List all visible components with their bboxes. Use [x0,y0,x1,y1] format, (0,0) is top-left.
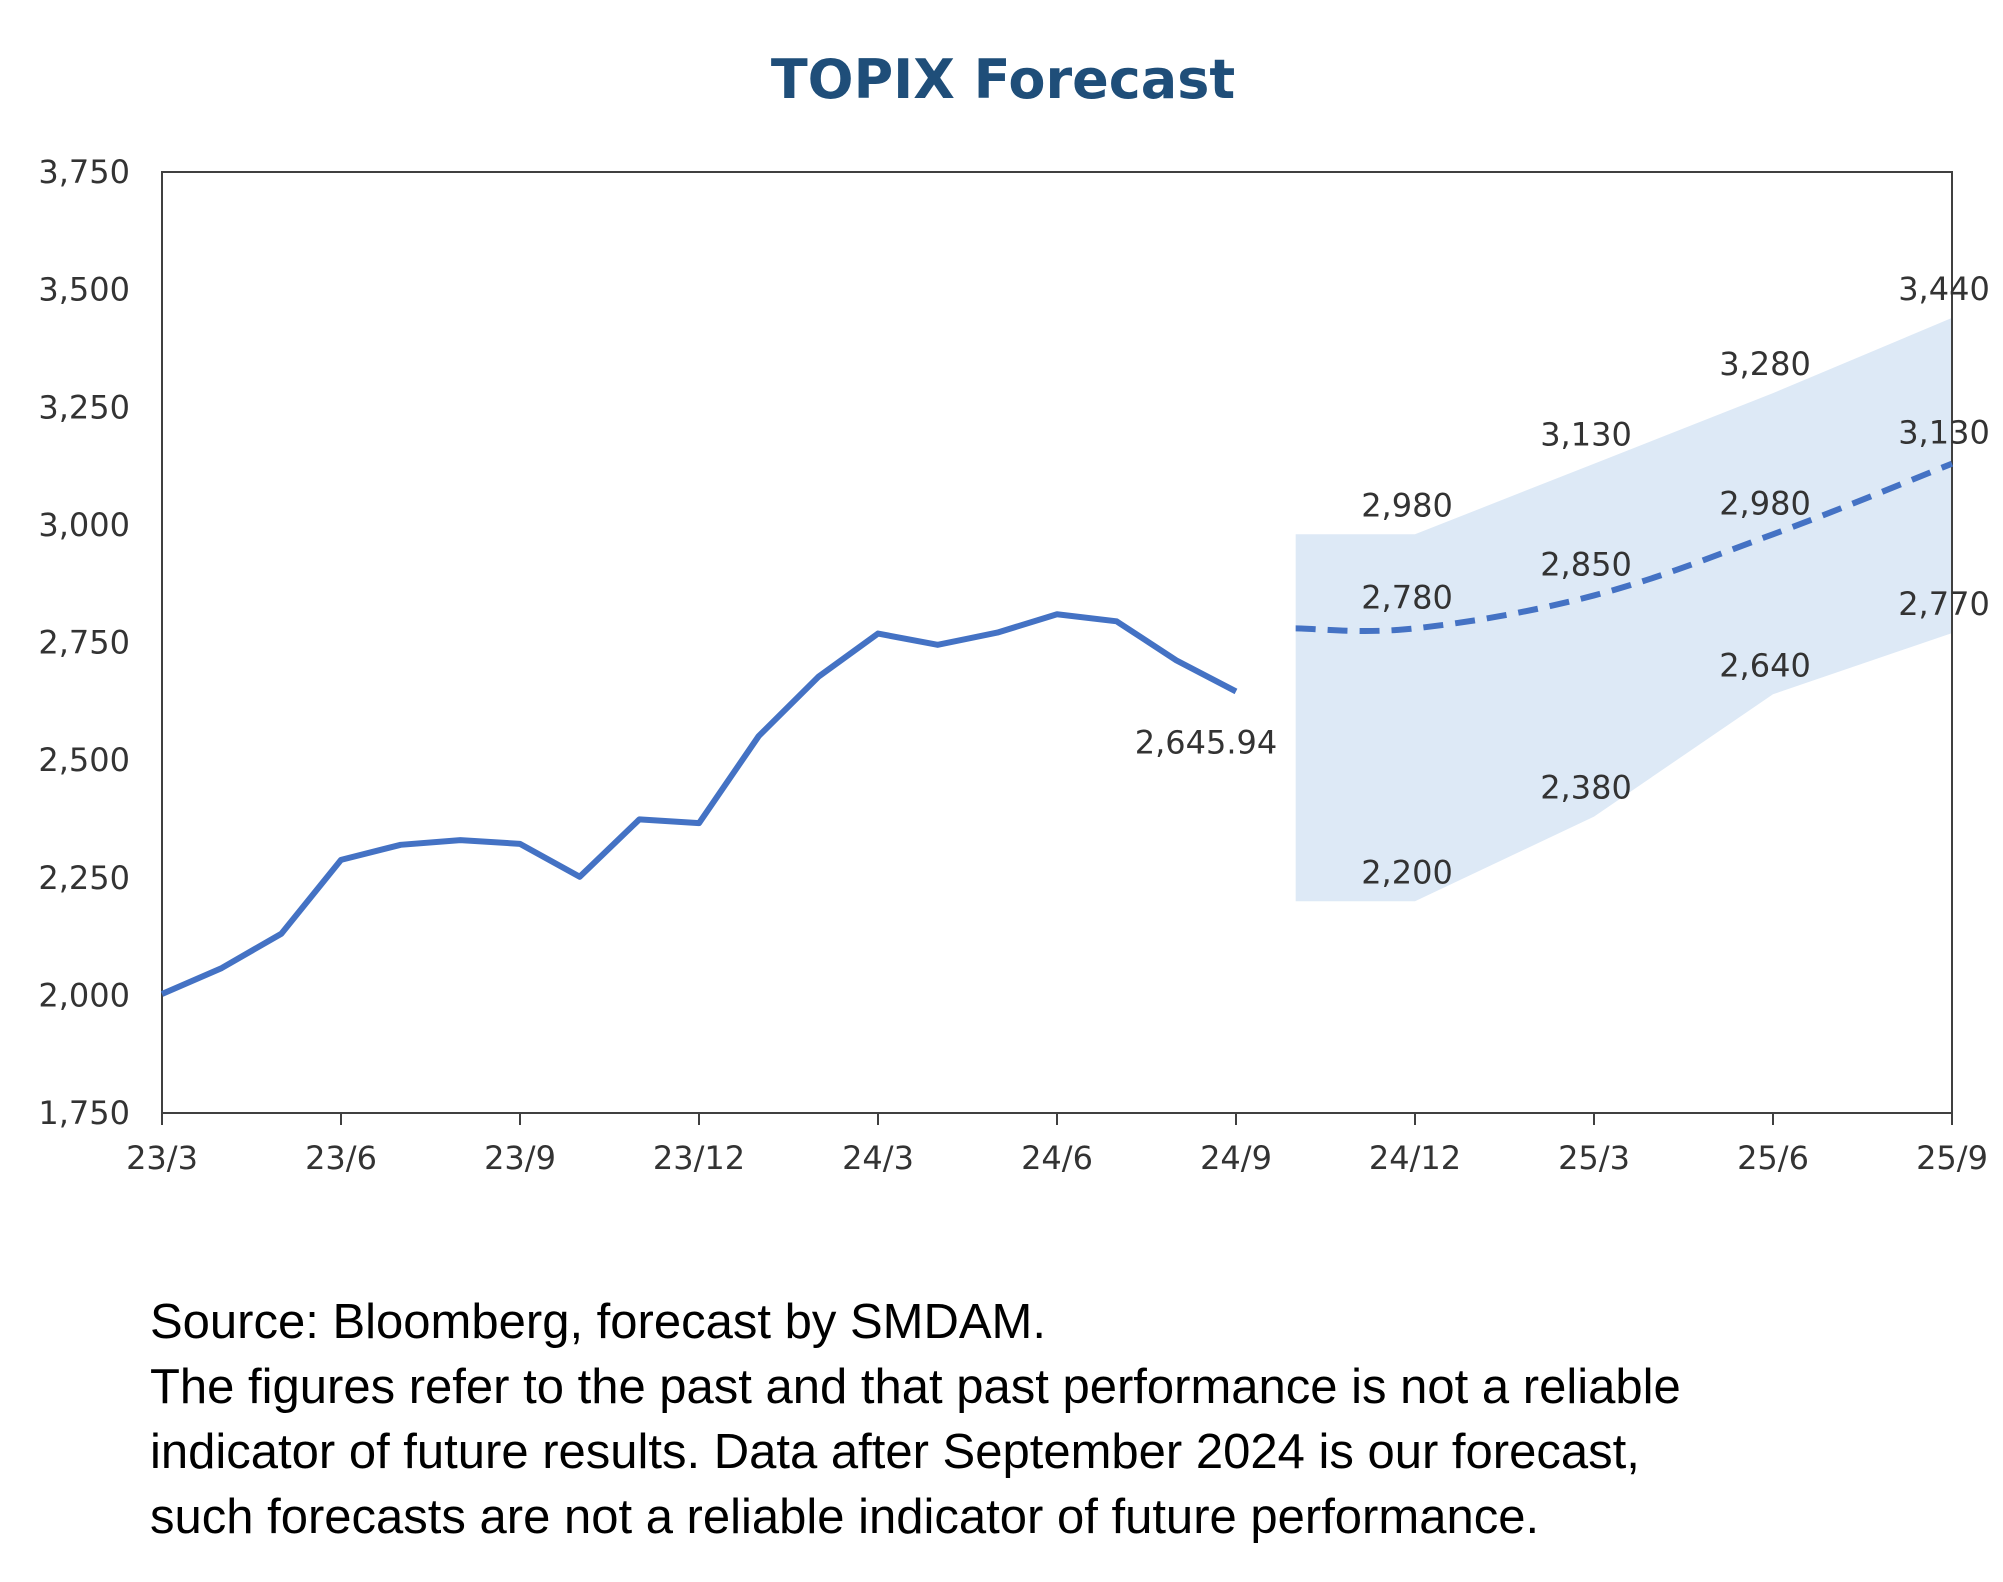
x-tick-label: 23/9 [484,1139,556,1177]
band-upper-label: 3,440 [1898,270,1990,308]
x-axis: 23/3 23/6 23/9 23/12 24/3 24/6 24/9 24/12 25/3 25… [126,1113,1988,1177]
x-tick-label: 23/3 [126,1139,198,1177]
chart-title: TOPIX Forecast [771,48,1235,111]
x-tick-label: 23/12 [653,1139,745,1177]
y-tick-label: 3,750 [38,153,130,191]
x-tick-label: 25/6 [1737,1139,1809,1177]
band-upper-label: 3,280 [1719,345,1811,383]
band-upper-label: 2,980 [1361,486,1453,524]
forecast-label: 2,980 [1719,484,1811,522]
y-tick-label: 3,500 [38,271,130,309]
actual-series-line [160,611,1238,997]
x-tick-label: 25/9 [1916,1139,1988,1177]
x-tick-label: 23/6 [305,1139,377,1177]
y-tick-label: 2,500 [38,741,130,779]
source-line: Source: Bloomberg, forecast by SMDAM. [150,1295,1046,1349]
source-notes: Source: Bloomberg, forecast by SMDAM. Th… [150,1290,1950,1550]
x-tick-label: 24/6 [1021,1139,1093,1177]
y-axis: 1,750 2,000 2,250 2,500 2,750 3,000 3,250 3,500… [38,153,130,1132]
band-lower-label: 2,640 [1719,646,1811,684]
x-tick-label: 24/3 [842,1139,914,1177]
disclaimer-line-1: The figures refer to the past and that p… [150,1360,1681,1414]
y-tick-label: 2,750 [38,624,130,662]
x-tick-label: 24/12 [1369,1139,1461,1177]
band-upper-label: 3,130 [1540,416,1632,454]
band-lower-label: 2,770 [1898,585,1990,623]
x-tick-label: 25/3 [1558,1139,1630,1177]
data-labels: 2,645.94 2,980 2,200 2,780 3,130 2,380 2,850 3,… [1135,270,1990,891]
forecast-label: 2,850 [1540,545,1632,583]
disclaimer-line-2: indicator of future results. Data after … [150,1425,1640,1479]
y-tick-label: 3,000 [38,506,130,544]
band-lower-label: 2,380 [1540,769,1632,807]
y-tick-label: 1,750 [38,1094,130,1132]
y-tick-label: 2,000 [38,976,130,1014]
x-tick-label: 24/9 [1200,1139,1272,1177]
band-lower-label: 2,200 [1361,853,1453,891]
forecast-label: 2,780 [1361,578,1453,616]
y-tick-label: 3,250 [38,388,130,426]
y-tick-label: 2,250 [38,859,130,897]
forecast-range-band [1295,317,1952,902]
actual-end-label: 2,645.94 [1135,723,1278,761]
disclaimer-line-3: such forecasts are not a reliable indica… [150,1490,1540,1544]
forecast-label: 3,130 [1898,414,1990,452]
